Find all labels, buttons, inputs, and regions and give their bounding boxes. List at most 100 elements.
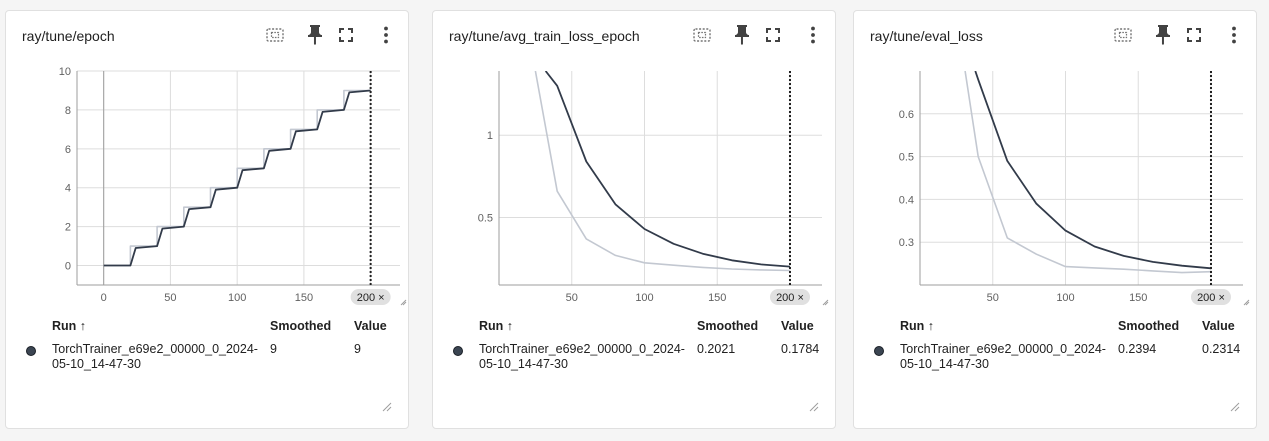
chart-svg[interactable]: 50 100 150 0.5 1 200 × [433, 59, 837, 321]
step-badge[interactable]: 200 × [1190, 289, 1231, 305]
chart-svg[interactable]: 50 100 150 0.3 0.4 0.5 0.6 200 × [854, 59, 1258, 321]
more-vert-icon [1232, 26, 1236, 44]
card-resize-handle-icon[interactable] [382, 402, 392, 412]
raw-value: 9 [354, 342, 361, 356]
line-chart[interactable]: 50 100 150 0.5 1 200 × [433, 59, 837, 321]
step-badge-label: 200 × [776, 292, 804, 304]
smoothed-column-header: Smoothed [697, 319, 759, 333]
fit-domain-icon [266, 28, 284, 42]
run-color-dot [26, 346, 36, 356]
fullscreen-icon [766, 28, 780, 42]
chart-resize-handle-icon[interactable] [400, 299, 407, 306]
x-tick-label: 100 [1056, 292, 1074, 304]
more-options-button[interactable] [801, 23, 825, 47]
y-tick-label: 10 [59, 66, 71, 78]
fullscreen-icon [1187, 28, 1201, 42]
more-vert-icon [384, 26, 388, 44]
card-title: ray/tune/eval_loss [870, 28, 983, 44]
smoothed-value: 0.2021 [697, 342, 736, 356]
step-badge-bg [350, 289, 391, 305]
step-badge[interactable]: 200 × [769, 289, 810, 305]
pin-button[interactable] [1151, 23, 1175, 47]
x-tick-label: 150 [1129, 292, 1147, 304]
y-tick-label: 1 [487, 130, 493, 142]
fullscreen-button[interactable] [334, 23, 358, 47]
y-tick-label: 8 [65, 105, 71, 117]
smoothed-column-header: Smoothed [270, 319, 332, 333]
x-tick-label: 50 [987, 292, 999, 304]
x-tick-label: 100 [228, 292, 246, 304]
smoothed-value: 9 [270, 342, 277, 356]
y-tick-label: 0.5 [899, 152, 914, 164]
fullscreen-icon [339, 28, 353, 42]
card-toolbar [263, 23, 398, 47]
y-tick-label: 0.6 [899, 109, 914, 121]
run-color-dot [453, 346, 463, 356]
raw-value: 0.1784 [781, 342, 820, 356]
y-tick-label: 6 [65, 144, 71, 156]
card-title: ray/tune/epoch [22, 28, 115, 44]
x-tick-label: 0 [101, 292, 107, 304]
card-resize-handle-icon[interactable] [809, 402, 819, 412]
run-name: TorchTrainer_e69e2_00000_0_2024-05-10_14… [479, 342, 685, 371]
smoothed-value: 0.2394 [1118, 342, 1157, 356]
chart-svg[interactable]: 0 50 100 150 0 2 4 6 8 10 200 × [6, 59, 410, 321]
chart-card-eval-loss: ray/tune/eval_loss 50 100 150 0.3 0.4 0.5 0.6 20… [853, 10, 1257, 429]
value-column-header: Value [354, 319, 387, 333]
raw-value: 0.2314 [1202, 342, 1241, 356]
line-chart[interactable]: 0 50 100 150 0 2 4 6 8 10 200 × [6, 59, 410, 321]
smoothed-series-line [544, 71, 791, 268]
value-column-header: Value [1202, 319, 1235, 333]
x-tick-label: 50 [164, 292, 176, 304]
y-tick-label: 0.5 [478, 213, 493, 225]
chart-resize-handle-icon[interactable] [822, 299, 829, 306]
step-badge-bg [769, 289, 810, 305]
step-badge-bg [1190, 289, 1231, 305]
card-title: ray/tune/avg_train_loss_epoch [449, 28, 640, 44]
fullscreen-button[interactable] [1182, 23, 1206, 47]
chart-resize-handle-icon[interactable] [1243, 299, 1250, 306]
value-column-header: Value [781, 319, 814, 333]
run-color-dot [874, 346, 884, 356]
fullscreen-button[interactable] [761, 23, 785, 47]
card-toolbar [1111, 23, 1246, 47]
series-group [534, 71, 791, 272]
more-vert-icon [811, 26, 815, 44]
fit-domain-icon [693, 28, 711, 42]
step-badge-label: 200 × [1197, 292, 1225, 304]
raw-series-line [964, 71, 1212, 274]
y-tick-label: 2 [65, 222, 71, 234]
raw-series-line [534, 71, 791, 272]
card-toolbar [690, 23, 825, 47]
step-badge-label: 200 × [357, 292, 385, 304]
fit-domain-button[interactable] [263, 23, 287, 47]
pin-button[interactable] [303, 23, 327, 47]
raw-series-line [103, 89, 371, 267]
more-options-button[interactable] [1222, 23, 1246, 47]
step-badge[interactable]: 200 × [350, 289, 391, 305]
fit-domain-button[interactable] [690, 23, 714, 47]
more-options-button[interactable] [374, 23, 398, 47]
run-column-header[interactable]: Run ↑ [900, 319, 935, 333]
y-tick-label: 0.3 [899, 237, 914, 249]
series-group [103, 89, 371, 267]
pin-icon [1156, 25, 1170, 45]
pin-icon [735, 25, 749, 45]
pin-icon [308, 25, 322, 45]
y-tick-label: 0.4 [899, 194, 914, 206]
run-column-header[interactable]: Run ↑ [479, 319, 514, 333]
y-tick-label: 4 [65, 183, 71, 195]
run-column-header[interactable]: Run ↑ [52, 319, 87, 333]
fit-domain-icon [1114, 28, 1132, 42]
smoothed-series-line [103, 89, 371, 267]
series-group [964, 71, 1212, 274]
smoothed-series-line [974, 71, 1212, 270]
x-tick-label: 150 [295, 292, 313, 304]
x-tick-label: 100 [635, 292, 653, 304]
chart-card-epoch: ray/tune/epoch 0 50 100 150 0 2 4 6 8 10 200 × Run ↑… [5, 10, 409, 429]
card-resize-handle-icon[interactable] [1230, 402, 1240, 412]
fit-domain-button[interactable] [1111, 23, 1135, 47]
line-chart[interactable]: 50 100 150 0.3 0.4 0.5 0.6 200 × [854, 59, 1258, 321]
smoothed-column-header: Smoothed [1118, 319, 1180, 333]
pin-button[interactable] [730, 23, 754, 47]
